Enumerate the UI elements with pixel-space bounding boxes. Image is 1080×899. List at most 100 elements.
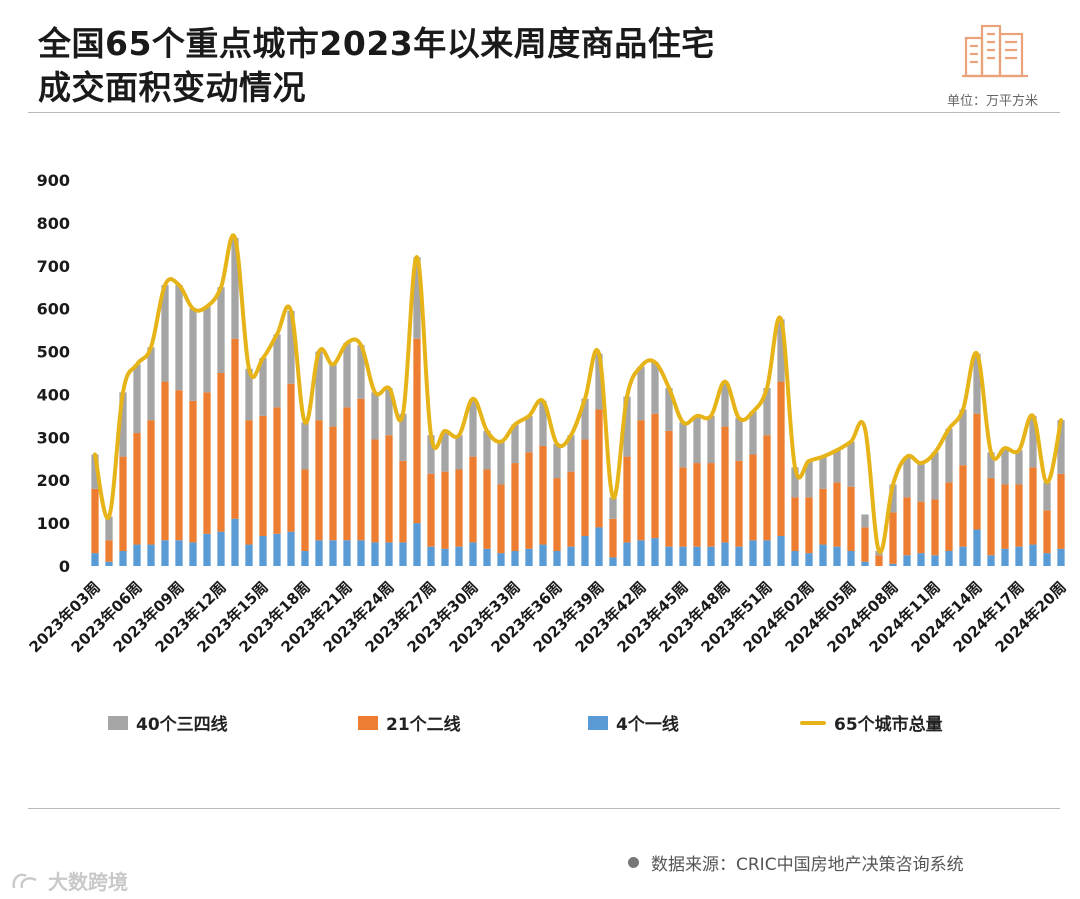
- bar-segment-tier34: [539, 400, 547, 446]
- bar-segment-tier34: [637, 366, 645, 421]
- bar-segment-tier1: [847, 550, 855, 566]
- bar-segment-tier2: [553, 478, 561, 551]
- bar-segment-tier34: [133, 364, 141, 434]
- bar-segment-tier1: [189, 542, 197, 566]
- watermark-logo-icon: [12, 873, 37, 888]
- bar-segment-tier2: [441, 471, 449, 549]
- bar-segment-tier2: [777, 381, 785, 536]
- bar-segment-tier34: [959, 409, 967, 466]
- bar-segment-tier1: [931, 555, 939, 566]
- bar-segment-tier2: [189, 400, 197, 543]
- legend: 40个三四线 21个二线 4个一线 65个城市总量: [0, 710, 1080, 738]
- bar-segment-tier34: [105, 516, 113, 541]
- bar-segment-tier1: [735, 546, 743, 566]
- data-source-text: 数据来源：CRIC中国房地产决策咨询系统: [651, 855, 964, 875]
- legend-swatch-tier2: [358, 715, 378, 730]
- bar-segment-tier2: [931, 499, 939, 556]
- bar-segment-tier34: [175, 285, 183, 391]
- bar-segment-tier2: [147, 420, 155, 545]
- bar-segment-tier1: [1057, 548, 1065, 566]
- y-tick-label: 300: [37, 428, 70, 447]
- bar-segment-tier1: [1029, 544, 1037, 566]
- bar-segment-tier1: [917, 553, 925, 566]
- bar-segment-tier34: [833, 450, 841, 483]
- bar-segment-tier2: [175, 390, 183, 541]
- y-tick-label: 700: [37, 257, 70, 276]
- bar-segment-tier34: [819, 456, 827, 489]
- bar-segment-tier34: [931, 452, 939, 500]
- bar-segment-tier1: [497, 553, 505, 566]
- bar-segment-tier2: [665, 430, 673, 547]
- bar-segment-tier34: [861, 514, 869, 528]
- watermark-text: 大数跨境: [48, 870, 128, 894]
- bar-segment-tier2: [301, 469, 309, 551]
- bar-segment-tier34: [1043, 482, 1051, 511]
- bar-segment-tier2: [483, 469, 491, 549]
- bar-segment-tier2: [343, 407, 351, 541]
- bar-segment-tier2: [735, 460, 743, 547]
- bar-segment-tier2: [819, 488, 827, 545]
- bar-segment-tier2: [217, 373, 225, 532]
- bar-segment-tier1: [609, 557, 617, 566]
- title-line-2: 成交面积变动情况: [38, 68, 306, 107]
- bar-segment-tier1: [693, 546, 701, 566]
- bar-segment-tier1: [945, 550, 953, 566]
- bar-segment-tier1: [245, 544, 253, 566]
- bar-segment-tier34: [231, 237, 239, 339]
- bar-segment-tier34: [665, 388, 673, 431]
- bar-segment-tier2: [959, 465, 967, 547]
- y-tick-label: 500: [37, 343, 70, 362]
- bar-segment-tier34: [371, 392, 379, 440]
- bar-segment-tier2: [945, 482, 953, 551]
- bar-segment-tier2: [847, 486, 855, 551]
- bar-segment-tier2: [413, 338, 421, 524]
- bar-segment-tier34: [973, 353, 981, 414]
- bar-segment-tier2: [385, 435, 393, 543]
- bar-segment-tier34: [525, 415, 533, 453]
- bar-segment-tier34: [721, 381, 729, 427]
- bar-segment-tier34: [259, 357, 267, 416]
- bar-segment-tier1: [385, 542, 393, 566]
- bar-segment-tier1: [763, 540, 771, 566]
- bar-segment-tier34: [161, 285, 169, 382]
- bar-segment-tier1: [539, 544, 547, 566]
- bar-segment-tier34: [343, 342, 351, 408]
- bar-segment-tier2: [525, 452, 533, 549]
- bar-segment-tier1: [231, 518, 239, 566]
- bar-segment-tier34: [287, 310, 295, 384]
- bar-segment-tier2: [119, 456, 127, 551]
- y-tick-label: 800: [37, 214, 70, 233]
- bar-segment-tier2: [903, 497, 911, 556]
- bar-segment-tier34: [917, 463, 925, 502]
- bar-segment-tier1: [581, 535, 589, 566]
- bar-segment-tier34: [399, 413, 407, 461]
- bar-segment-tier34: [609, 497, 617, 519]
- total-series-line: [93, 233, 1063, 555]
- bar-segment-tier2: [455, 469, 463, 547]
- x-tick-label: 2023年03周: [26, 578, 104, 656]
- bar-segment-tier2: [763, 435, 771, 541]
- bar-segment-tier34: [595, 353, 603, 410]
- bar-segment-tier1: [679, 546, 687, 566]
- bar-segment-tier2: [973, 413, 981, 530]
- legend-swatch-total: [800, 720, 826, 725]
- bar-segment-tier1: [469, 542, 477, 566]
- bar-segment-tier2: [1001, 484, 1009, 549]
- footer-divider: [28, 808, 1060, 809]
- legend-label-tier34: 40个三四线: [136, 715, 228, 735]
- bar-segment-tier2: [623, 456, 631, 543]
- legend-item-tier2: 21个二线: [358, 710, 461, 735]
- bar-segment-tier1: [217, 531, 225, 566]
- bar-segment-tier34: [511, 424, 519, 464]
- bar-segment-tier1: [651, 538, 659, 566]
- bar-segment-tier34: [301, 422, 309, 470]
- bar-segment-tier34: [567, 435, 575, 472]
- bar-segment-tier1: [973, 529, 981, 566]
- bar-segment-tier34: [203, 306, 211, 393]
- y-tick-label: 0: [59, 557, 70, 576]
- bar-segment-tier34: [945, 428, 953, 483]
- bar-segment-tier1: [105, 561, 113, 566]
- bar-segment-tier1: [637, 540, 645, 566]
- bar-segment-tier2: [581, 439, 589, 536]
- bar-segment-tier2: [1057, 473, 1065, 549]
